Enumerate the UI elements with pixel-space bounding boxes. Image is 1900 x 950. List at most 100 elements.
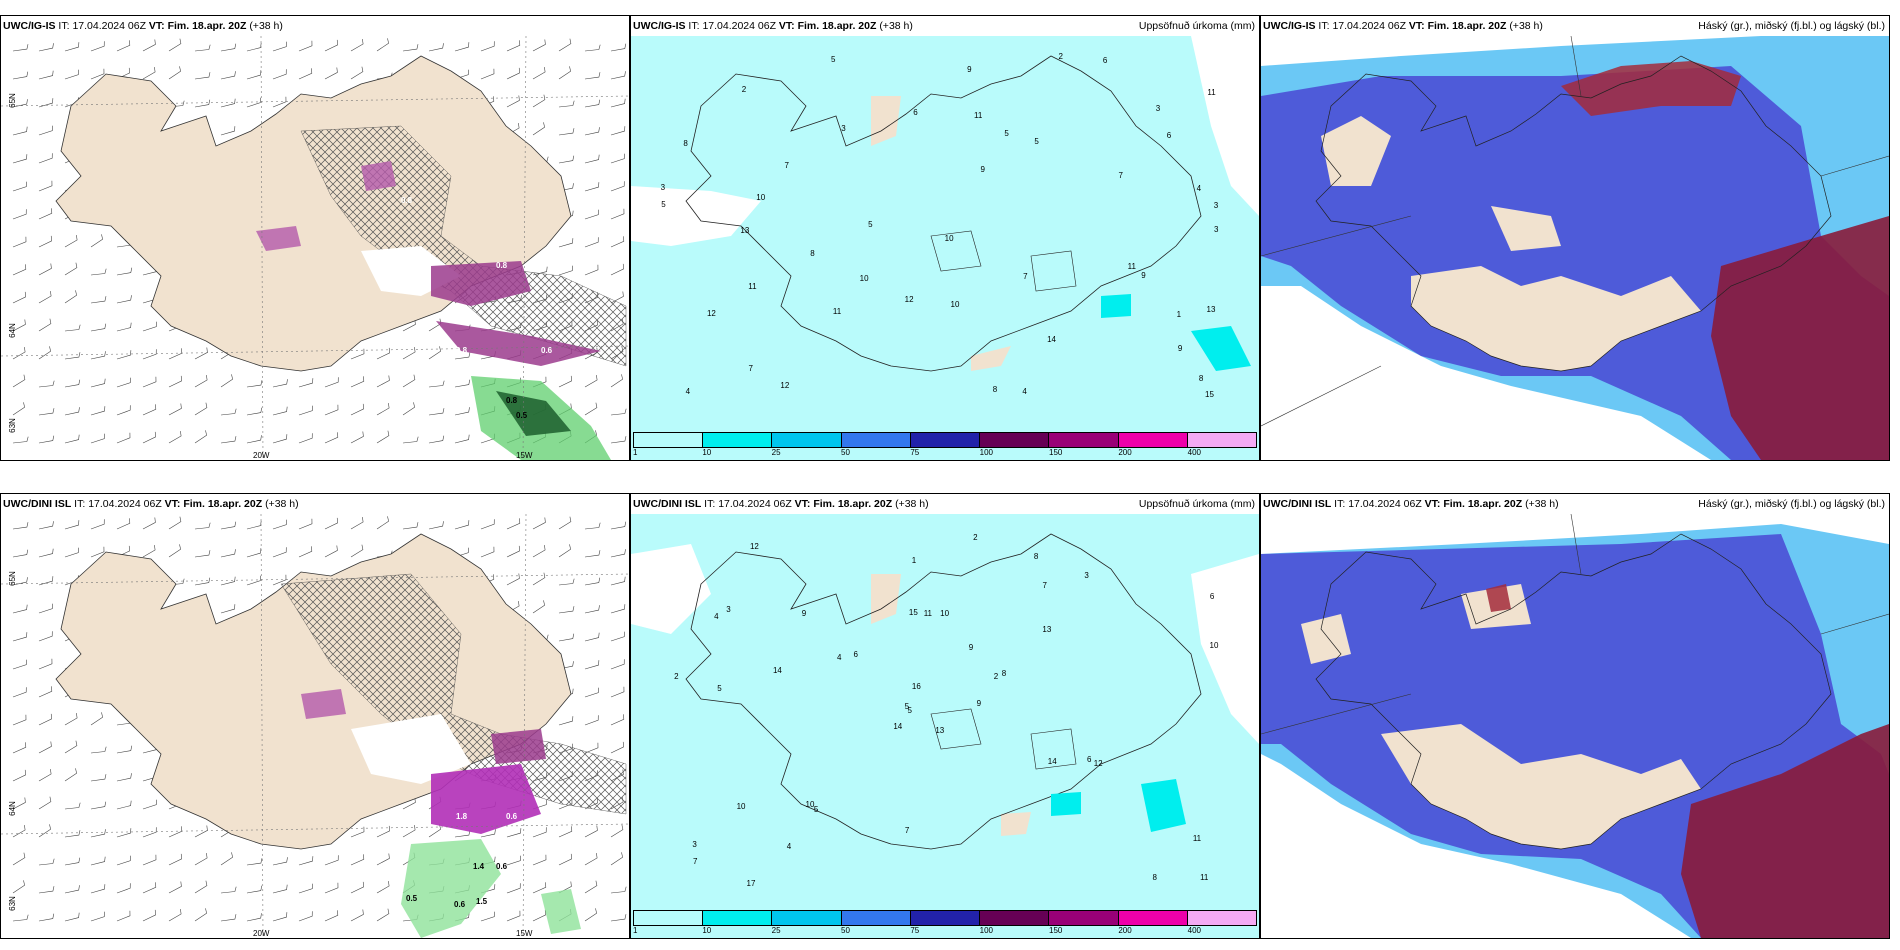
precip-value: 2	[741, 85, 747, 95]
precip-value: 4	[714, 611, 719, 621]
wind-barb	[142, 882, 157, 894]
wind-barb	[558, 716, 574, 726]
wind-barb	[454, 830, 471, 838]
wind-barb	[12, 154, 28, 164]
colorbar-tick-label: 150	[1049, 926, 1063, 935]
precip-value: 9	[801, 609, 807, 619]
wind-barb	[142, 39, 156, 52]
wind-barb	[298, 68, 313, 80]
wind-barb	[584, 715, 599, 726]
wind-barb	[506, 910, 521, 922]
precip-value: 7	[748, 363, 753, 373]
precip-value: 9	[976, 699, 982, 709]
wind-barb	[116, 322, 132, 332]
wind-barb	[142, 799, 157, 810]
panel-header: UWC/DINI ISL IT: 17.04.2024 06Z VT: Fim.…	[631, 494, 1259, 514]
wind-barb	[610, 263, 624, 276]
wind-barb	[64, 69, 79, 80]
wind-barb	[12, 209, 27, 220]
value-label: 0.6	[506, 812, 518, 821]
wind-barb	[428, 380, 445, 388]
wind-barb	[38, 98, 54, 108]
wind-barb	[428, 521, 444, 530]
wind-barb	[350, 431, 364, 444]
wind-barb	[610, 604, 626, 614]
wind-barb	[480, 546, 495, 558]
wind-barb	[116, 432, 131, 444]
wind-barb	[610, 236, 625, 248]
wind-barb	[12, 44, 29, 52]
init-time: 17.04.2024 06Z	[72, 20, 146, 32]
precip-value: 5	[717, 683, 722, 693]
precip-value: 6	[1086, 754, 1092, 764]
precip-value: 2	[993, 671, 999, 681]
wind-barb	[558, 633, 575, 642]
map-wind-snow-top	[1, 36, 629, 460]
wind-barb	[38, 913, 55, 922]
wind-barb	[610, 714, 625, 726]
precip-value: 10	[859, 274, 869, 284]
colorbar-cell	[980, 433, 1050, 447]
panel-top-right-clouds: UWC/IG-IS IT: 17.04.2024 06Z VT: Fim. 18…	[1260, 15, 1890, 461]
wind-barb	[90, 774, 107, 782]
dry-land-area	[871, 96, 901, 146]
init-time: 17.04.2024 06Z	[1332, 20, 1406, 32]
wind-barb	[90, 746, 107, 754]
wind-barb	[90, 829, 106, 838]
wind-barb	[220, 408, 237, 416]
wind-barb	[376, 908, 390, 922]
precip-value: 9	[1141, 270, 1146, 280]
wind-barb	[532, 600, 545, 614]
wind-barb	[64, 379, 81, 388]
precip-value: 2	[1058, 52, 1063, 62]
precip-value: 3	[692, 840, 697, 850]
precip-value: 12	[706, 308, 716, 318]
wind-barb	[454, 434, 470, 444]
wind-barb	[610, 436, 627, 444]
wind-barb	[402, 402, 415, 416]
precip-value: 5	[904, 702, 910, 712]
wind-barb	[142, 827, 157, 838]
wind-barb	[142, 517, 156, 530]
wind-barb	[90, 519, 105, 530]
wind-barb	[272, 69, 287, 80]
precip-value: 11	[1207, 87, 1216, 97]
precip-background	[631, 514, 1259, 938]
panel-top-left-wind-snow: UWC/IG-IS IT: 17.04.2024 06Z VT: Fim. 18…	[0, 15, 630, 461]
wind-barb	[558, 128, 575, 136]
precip-colorbar: 1 10 25 50 75 100 150 200 400	[633, 910, 1257, 935]
wind-barb	[584, 742, 599, 754]
wind-barb	[350, 376, 365, 388]
high-cloud-area	[1711, 216, 1889, 460]
precip-value: 1	[911, 556, 917, 566]
wind-barb	[90, 378, 106, 388]
lat-label: 64N	[7, 323, 17, 338]
wind-barb	[272, 519, 287, 530]
wind-barb	[350, 66, 364, 80]
wind-barb	[12, 522, 29, 530]
precip-value: 4	[685, 386, 691, 396]
dry-land-area	[971, 346, 1011, 371]
wind-barb	[272, 406, 288, 416]
precip-value: 2	[973, 532, 978, 542]
precip-background	[631, 36, 1259, 460]
wind-barb	[246, 885, 263, 894]
model-name: UWC/DINI ISL	[633, 498, 702, 510]
wind-barb	[324, 404, 339, 416]
precip-value-labels: 3 4 5 3 5 13 10 2 1 3 7 9 7 11 12 10 8 3 5 6 8 11 7 11 9 6 4 14 8 11 1…	[631, 36, 1259, 426]
wind-barb	[38, 521, 54, 530]
precip-value: 6	[853, 650, 858, 660]
wind-barb	[558, 544, 571, 558]
wind-barb	[38, 548, 54, 558]
field-title: Uppsöfnuð úrkoma (mm)	[1138, 20, 1255, 32]
precip-value: 10	[736, 802, 746, 812]
wind-barb	[584, 209, 599, 220]
glacier-outline	[930, 708, 982, 750]
wind-barb	[272, 912, 288, 922]
wind-barb	[532, 572, 546, 586]
wind-barb	[38, 713, 52, 726]
wind-barb	[142, 376, 157, 388]
precip-colorbar: 1 10 25 50 75 100 150 200 400	[633, 432, 1257, 457]
wind-barb	[38, 858, 55, 866]
wind-barb	[38, 380, 55, 388]
